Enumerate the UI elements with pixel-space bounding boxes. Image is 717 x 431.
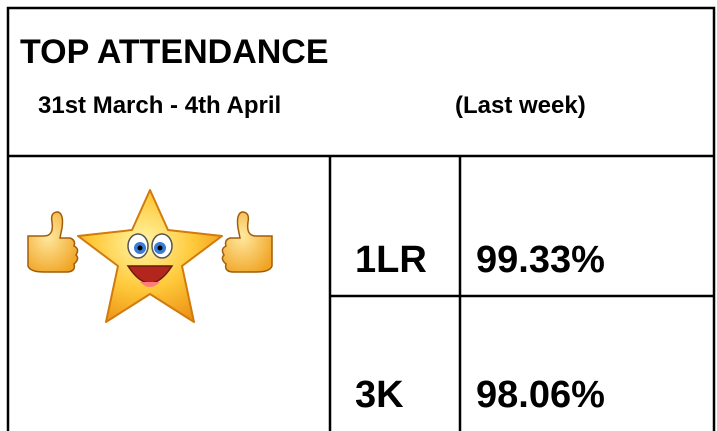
class-cell: 1LR: [355, 241, 427, 279]
attendance-cell: 98.06%: [476, 376, 605, 414]
attendance-cell: 99.33%: [476, 241, 605, 279]
note: (Last week): [455, 94, 586, 118]
star-icon: [28, 190, 272, 322]
outer-border: [8, 8, 714, 431]
class-cell: 3K: [355, 376, 404, 414]
title: TOP ATTENDANCE: [20, 35, 329, 69]
page: TOP ATTENDANCE 31st March - 4th April (L…: [0, 0, 717, 431]
subtitle: 31st March - 4th April: [38, 94, 281, 118]
